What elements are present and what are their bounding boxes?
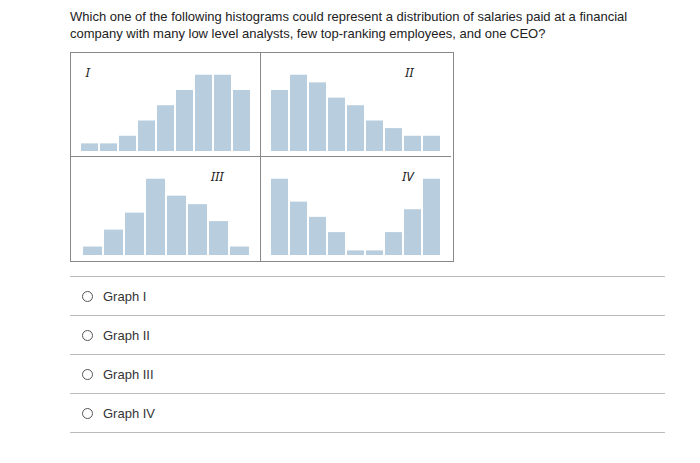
html-text:Graph I: Graph I bbox=[103, 288, 147, 304]
svg-text:II: II bbox=[404, 62, 414, 80]
html-text:Which one of the following his: Which one of the following histograms co… bbox=[70, 9, 628, 24]
html-text:company with many low level an: company with many low level analysts, fe… bbox=[70, 26, 546, 41]
html-text:Graph II: Graph II bbox=[103, 327, 150, 343]
svg-text:IV: IV bbox=[401, 167, 415, 185]
html-text:Graph IV: Graph IV bbox=[103, 405, 155, 421]
svg-text:III: III bbox=[209, 167, 223, 185]
svg-text:I: I bbox=[84, 62, 90, 80]
html-text:Graph III: Graph III bbox=[103, 366, 154, 382]
